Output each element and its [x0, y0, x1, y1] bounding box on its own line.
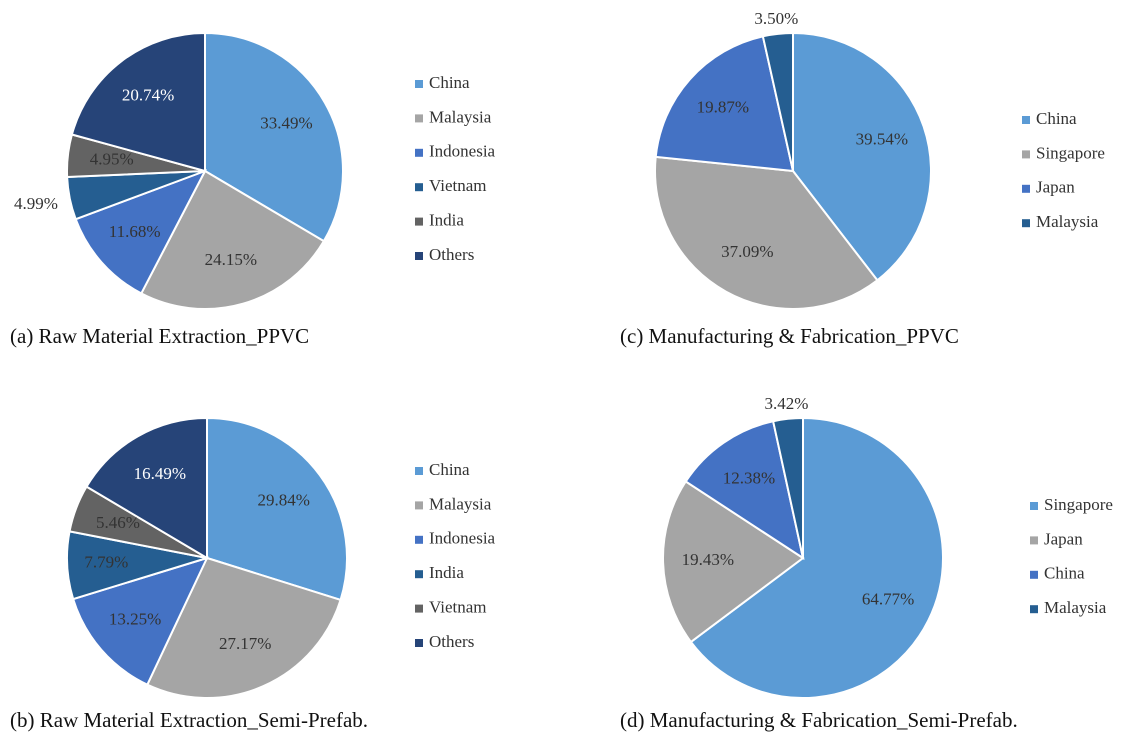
data-label: 19.87%: [697, 98, 749, 117]
legend-label: Malaysia: [429, 107, 492, 126]
legend-swatch: [1030, 536, 1038, 545]
data-label: 4.99%: [14, 194, 58, 213]
data-label: 33.49%: [260, 113, 312, 132]
data-label: 16.49%: [134, 464, 186, 483]
legend-swatch: [415, 148, 423, 157]
pie-slice: [139, 169, 326, 310]
legend-swatch: [415, 183, 423, 192]
data-label: 19.43%: [682, 550, 734, 569]
pie-slice: [85, 416, 208, 560]
legend-swatch: [415, 604, 423, 613]
legend-label: Others: [429, 632, 474, 651]
data-label: 7.79%: [84, 552, 128, 571]
data-label: 64.77%: [862, 590, 914, 609]
legend-label: China: [429, 460, 470, 479]
data-label: 13.25%: [109, 609, 161, 628]
legend-label: China: [1036, 109, 1077, 128]
pie-slice: [206, 416, 348, 602]
legend-swatch: [1022, 184, 1030, 193]
chart-caption: (d) Manufacturing & Fabrication_Semi-Pre…: [620, 708, 1018, 732]
chart-caption: (c) Manufacturing & Fabrication_PPVC: [620, 324, 959, 348]
legend-swatch: [415, 639, 423, 647]
pie-slice: [771, 416, 804, 559]
legend-label: Indonesia: [429, 142, 496, 161]
legend-swatch: [1030, 605, 1038, 614]
legend-swatch: [1022, 116, 1030, 124]
data-label: 27.17%: [219, 634, 271, 653]
legend-swatch: [415, 217, 423, 226]
pie-slice: [654, 35, 795, 173]
legend-swatch: [1030, 502, 1038, 510]
pie-slice: [74, 169, 208, 295]
data-label: 5.46%: [96, 513, 140, 532]
data-label: 29.84%: [258, 491, 310, 510]
legend-label: Indonesia: [429, 529, 496, 548]
pie-slice: [70, 31, 206, 173]
data-label: 24.15%: [205, 250, 257, 269]
legend-label: Japan: [1036, 178, 1075, 197]
pie-slice: [684, 420, 805, 561]
legend-swatch: [415, 501, 423, 510]
data-label: 12.38%: [723, 469, 775, 488]
legend-label: Others: [429, 245, 474, 264]
legend-label: Vietnam: [429, 598, 487, 617]
legend-swatch: [415, 114, 423, 123]
legend-label: China: [1044, 564, 1085, 583]
legend-label: Malaysia: [1044, 598, 1107, 617]
legend-label: India: [429, 211, 464, 230]
data-label: 4.95%: [90, 149, 134, 168]
legend-swatch: [1022, 219, 1030, 228]
pie-slice: [145, 556, 342, 699]
chart-caption: (b) Raw Material Extraction_Semi-Prefab.: [10, 708, 368, 732]
legend-label: Singapore: [1036, 143, 1105, 162]
legend-swatch: [415, 467, 423, 475]
chart-caption: (a) Raw Material Extraction_PPVC: [10, 324, 309, 348]
legend-swatch: [415, 570, 423, 579]
legend-label: Malaysia: [429, 494, 492, 513]
legend-label: India: [429, 563, 464, 582]
legend-label: Vietnam: [429, 176, 487, 195]
data-label: 3.42%: [765, 394, 809, 413]
legend-swatch: [1022, 150, 1030, 159]
pie-slice: [761, 31, 794, 172]
pie-slice: [792, 31, 932, 282]
data-label: 20.74%: [122, 85, 174, 104]
data-label: 37.09%: [721, 242, 773, 261]
legend-label: China: [429, 73, 470, 92]
pie-slice: [654, 155, 879, 310]
data-label: 39.54%: [856, 130, 908, 149]
data-label: 3.50%: [754, 9, 798, 28]
legend-label: Malaysia: [1036, 212, 1099, 231]
legend-swatch: [415, 535, 423, 544]
legend-swatch: [415, 80, 423, 88]
pie-slice: [204, 31, 344, 243]
pie-slice: [662, 480, 805, 644]
legend-swatch: [415, 252, 423, 260]
legend-label: Japan: [1044, 529, 1083, 548]
data-label: 11.68%: [109, 222, 161, 241]
legend-swatch: [1030, 570, 1038, 579]
legend-label: Singapore: [1044, 495, 1113, 514]
pie-slice: [689, 416, 944, 699]
